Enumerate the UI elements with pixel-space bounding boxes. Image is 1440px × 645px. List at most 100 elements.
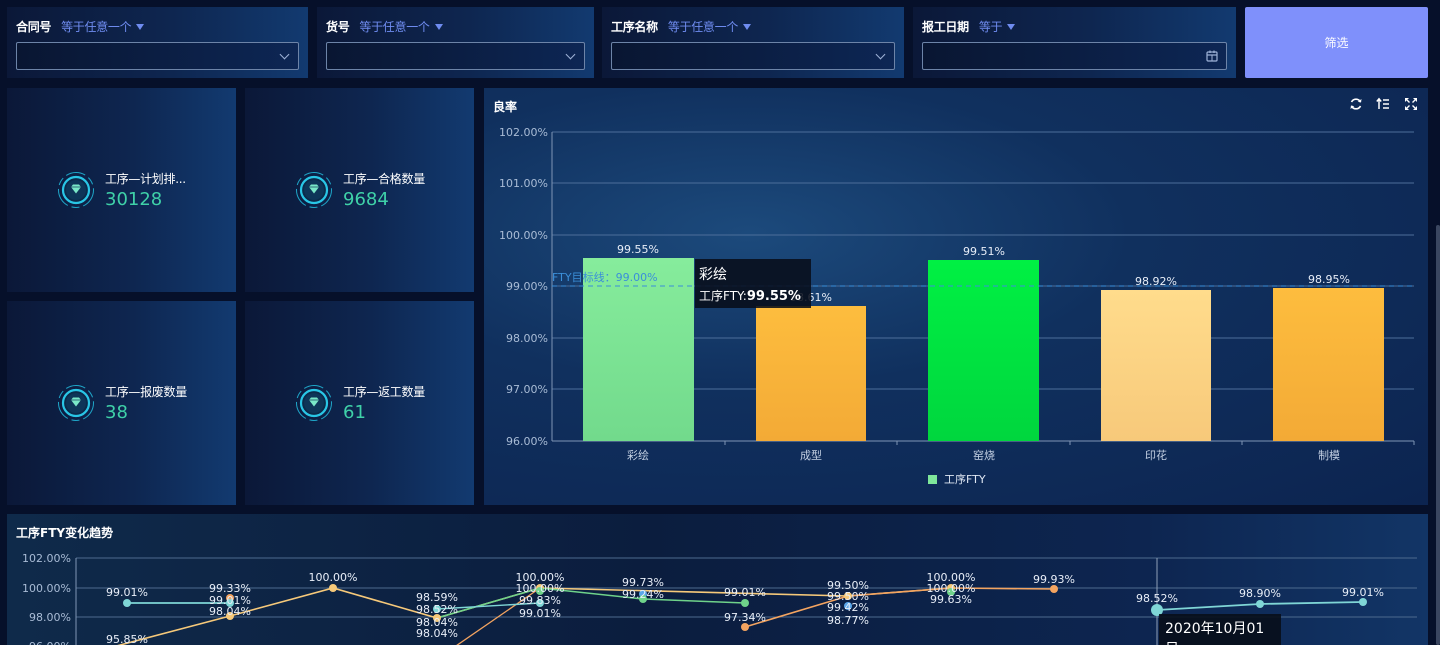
svg-text:100.00%: 100.00% [927, 582, 976, 595]
svg-text:99.50%: 99.50% [827, 579, 869, 592]
svg-text:99.24%: 99.24% [622, 588, 664, 601]
bar-value-label: 99.51% [963, 245, 1005, 258]
svg-text:99.42%: 99.42% [827, 601, 869, 614]
item-no-select[interactable] [326, 42, 585, 70]
series-cyan-line [436, 602, 541, 610]
tooltip-title: 彩绘 [699, 267, 727, 283]
x-category: 制模 [1318, 449, 1340, 462]
chevron-down-icon[interactable] [875, 49, 886, 60]
bar-zhimo[interactable] [1273, 288, 1384, 441]
bar-tooltip: 彩绘 工序FTY:99.55% [695, 259, 811, 308]
svg-text:100.00%: 100.00% [516, 571, 565, 584]
kpi-value: 38 [105, 402, 128, 423]
filter-operator-dropdown[interactable]: 等于任意一个 [359, 19, 430, 34]
bar-yinhua[interactable] [1101, 290, 1211, 441]
calendar-icon[interactable] [1206, 50, 1218, 62]
kpi-value: 61 [343, 402, 366, 423]
svg-text:99.01%: 99.01% [1342, 586, 1384, 599]
svg-text:98.77%: 98.77% [827, 614, 869, 627]
chevron-down-icon[interactable] [565, 49, 576, 60]
y-tick: 102.00% [499, 126, 548, 139]
legend-label[interactable]: 工序FTY [944, 472, 986, 486]
kpi-title: 工序—报废数量 [105, 385, 187, 399]
filter-operator-dropdown[interactable]: 等于 [978, 19, 1003, 34]
y-tick: 96.00% [29, 640, 71, 645]
sort-icon[interactable] [1376, 97, 1390, 111]
x-category: 窑烧 [973, 448, 995, 462]
svg-text:99.73%: 99.73% [622, 576, 664, 589]
series-orange-line [744, 587, 1055, 628]
svg-text:99.63%: 99.63% [930, 593, 972, 606]
svg-text:98.59%: 98.59% [416, 591, 458, 604]
refresh-icon[interactable] [1349, 97, 1363, 111]
y-tick: 101.00% [499, 177, 548, 190]
kpi-title: 工序—返工数量 [343, 385, 425, 399]
filter-button[interactable]: 筛选 [1245, 7, 1428, 78]
svg-text:97.34%: 97.34% [724, 611, 766, 624]
diamond-icon [296, 172, 332, 208]
fullscreen-icon[interactable] [1404, 97, 1418, 111]
bar-yaoshao[interactable] [928, 260, 1039, 441]
filter-operator-dropdown[interactable]: 等于任意一个 [667, 19, 739, 34]
y-tick: 96.00% [506, 435, 548, 448]
tooltip-series: 工序FTY [699, 289, 743, 303]
kpi-card-qualified: 工序—合格数量 9684 [245, 88, 474, 292]
kpi-card-planned: 工序—计划排... 30128 [7, 88, 236, 292]
kpi-value: 30128 [105, 189, 163, 210]
filter-process-name: 工序名称 等于任意一个 [602, 7, 904, 78]
data-points [123, 584, 1367, 631]
page-scrollbar[interactable] [1436, 225, 1440, 645]
tooltip-value: 99.55% [746, 289, 801, 304]
filter-label: 报工日期 [922, 19, 969, 34]
filter-operator-dropdown[interactable]: 等于任意一个 [61, 19, 132, 34]
filter-label: 合同号 [16, 19, 52, 34]
contract-no-select[interactable] [16, 42, 299, 70]
y-tick: 100.00% [499, 229, 548, 242]
svg-text:100.00%: 100.00% [516, 582, 565, 595]
process-name-select[interactable] [611, 42, 895, 70]
y-tick: 97.00% [506, 383, 548, 396]
diamond-icon [296, 385, 332, 421]
svg-text:99.93%: 99.93% [1033, 573, 1075, 586]
bar-value-label: 98.92% [1135, 275, 1177, 288]
target-line-label: FTY目标线：99.00% [552, 270, 658, 284]
kpi-title: 工序—计划排... [105, 172, 186, 186]
x-category: 彩绘 [627, 448, 649, 462]
svg-text:98.90%: 98.90% [1239, 587, 1281, 600]
caret-down-icon[interactable] [434, 24, 443, 30]
caret-down-icon[interactable] [743, 24, 752, 30]
chart-title: 良率 [493, 100, 518, 114]
svg-text:99.01%: 99.01% [519, 607, 561, 620]
bar-caihui[interactable] [583, 258, 694, 441]
caret-down-icon[interactable] [136, 24, 145, 30]
chevron-down-icon[interactable] [279, 49, 290, 60]
kpi-title: 工序—合格数量 [343, 172, 425, 186]
svg-text:98.52%: 98.52% [416, 603, 458, 616]
y-tick: 99.00% [506, 280, 548, 293]
svg-text:99.01%: 99.01% [209, 594, 251, 607]
svg-text:98.04%: 98.04% [209, 605, 251, 618]
y-tick: 102.00% [22, 552, 71, 565]
caret-down-icon[interactable] [1007, 24, 1016, 30]
series-orange-line [456, 587, 541, 645]
filter-label: 货号 [326, 19, 350, 34]
filter-contract-no: 合同号 等于任意一个 [7, 7, 308, 78]
report-date-picker[interactable] [922, 42, 1227, 70]
svg-text:100.00%: 100.00% [927, 571, 976, 584]
svg-text:99.01%: 99.01% [106, 586, 148, 599]
x-category: 成型 [800, 448, 822, 462]
svg-text:100.00%: 100.00% [309, 571, 358, 584]
svg-text:98.52%: 98.52% [1136, 592, 1178, 605]
legend-swatch[interactable] [928, 475, 937, 484]
chart-title: 工序FTY变化趋势 [16, 526, 114, 540]
bar-chengxing[interactable] [756, 306, 866, 441]
series-green-line [436, 587, 746, 619]
y-tick: 100.00% [22, 582, 71, 595]
yield-bar-chart-panel: 良率 102. [484, 88, 1428, 505]
filter-label: 工序名称 [611, 19, 658, 34]
y-tick: 98.00% [506, 332, 548, 345]
x-category: 印花 [1145, 449, 1167, 462]
svg-text:99.01%: 99.01% [724, 586, 766, 599]
diamond-icon [58, 385, 94, 421]
bar-value-label: 99.55% [617, 243, 659, 256]
